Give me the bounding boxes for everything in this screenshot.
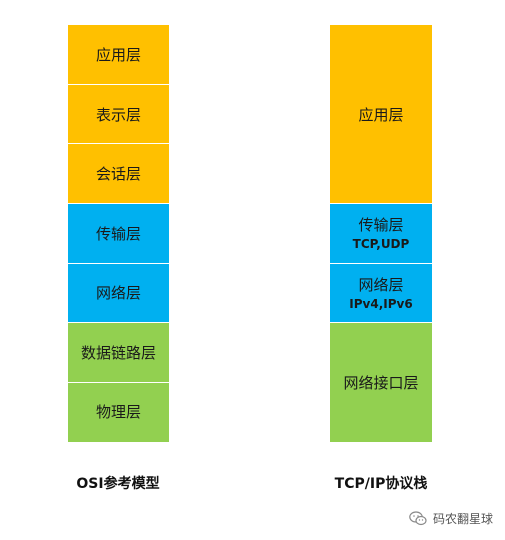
osi-layer-label: 表示层 — [95, 105, 141, 124]
watermark: 码农翻星球 — [409, 510, 493, 527]
watermark-text: 码农翻星球 — [432, 512, 493, 526]
tcpip-stack: 应用层 传输层 TCP,UDP 网络层 IPv4,IPv6 网络接口层 — [330, 25, 432, 442]
layer-divider — [68, 263, 169, 264]
layer-divider — [330, 263, 432, 264]
tcpip-layer-protocols: TCP,UDP — [352, 236, 410, 251]
osi-layer-label: 应用层 — [95, 45, 141, 64]
osi-layer-transport: 传输层 — [68, 204, 169, 263]
layer-divider — [330, 203, 432, 204]
layer-divider — [68, 84, 169, 85]
osi-layer-label: 传输层 — [95, 224, 141, 243]
wechat-icon — [409, 511, 427, 526]
layer-divider — [68, 382, 169, 383]
tcpip-layer-protocols: IPv4,IPv6 — [349, 296, 413, 311]
layer-divider — [68, 143, 169, 144]
osi-layer-application: 应用层 — [68, 25, 169, 84]
tcpip-caption: TCP/IP协议栈 — [334, 476, 428, 492]
layer-divider — [68, 322, 169, 323]
tcpip-layer-interface: 网络接口层 — [330, 323, 432, 442]
osi-caption: OSI参考模型 — [76, 476, 160, 492]
tcpip-layer-label: 网络层 — [358, 275, 404, 294]
layer-divider — [330, 322, 432, 323]
osi-layer-label: 数据链路层 — [80, 343, 156, 362]
osi-layer-presentation: 表示层 — [68, 85, 169, 144]
osi-stack: 应用层 表示层 会话层 传输层 网络层 数据链路层 物理层 — [68, 25, 169, 442]
osi-layer-label: 会话层 — [95, 164, 141, 183]
tcpip-layer-label: 应用层 — [358, 105, 404, 124]
osi-layer-label: 网络层 — [95, 284, 141, 302]
osi-layer-physical: 物理层 — [68, 382, 169, 442]
osi-layer-label: 物理层 — [95, 403, 141, 421]
osi-layer-datalink: 数据链路层 — [68, 323, 169, 382]
tcpip-layer-application: 应用层 — [330, 25, 432, 204]
tcpip-layer-network: 网络层 IPv4,IPv6 — [330, 264, 432, 323]
osi-layer-session: 会话层 — [68, 144, 169, 203]
osi-layer-network: 网络层 — [68, 263, 169, 323]
tcpip-layer-label: 传输层 — [358, 215, 404, 234]
tcpip-layer-label: 网络接口层 — [343, 373, 419, 392]
layer-divider — [68, 203, 169, 204]
tcpip-layer-transport: 传输层 TCP,UDP — [330, 204, 432, 263]
